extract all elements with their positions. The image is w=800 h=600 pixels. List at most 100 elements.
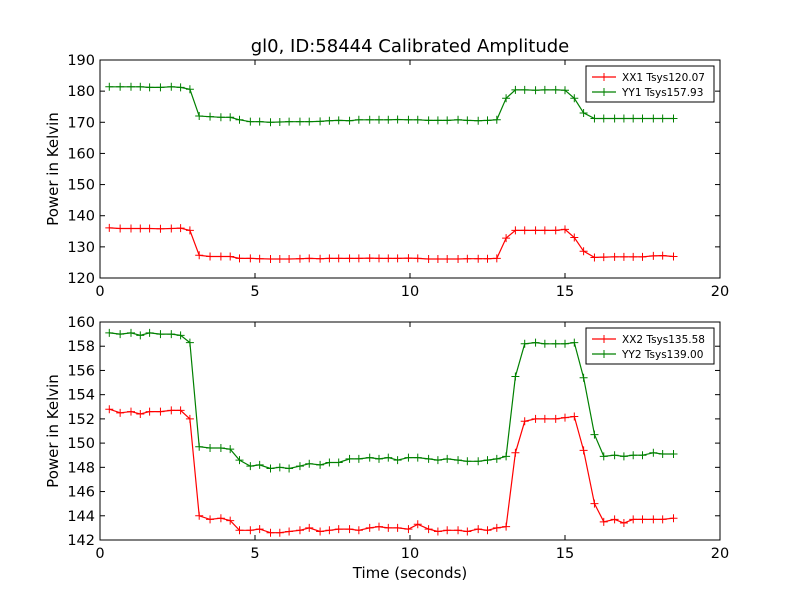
data-point-marker xyxy=(305,117,314,126)
data-point-marker xyxy=(393,115,402,124)
series-yy1 xyxy=(105,82,678,127)
data-point-marker xyxy=(384,115,393,124)
data-point-marker xyxy=(570,94,579,103)
legend-label: YY1 Tsys157.93 xyxy=(621,87,703,99)
x-tick-label: 15 xyxy=(556,284,574,300)
data-point-marker xyxy=(116,224,125,233)
data-point-marker xyxy=(325,254,334,263)
data-point-marker xyxy=(354,115,363,124)
data-point-marker xyxy=(105,405,114,414)
series-line xyxy=(109,86,674,123)
data-point-marker xyxy=(136,224,145,233)
data-point-marker xyxy=(176,83,185,92)
data-point-marker xyxy=(619,519,628,528)
data-point-marker xyxy=(295,254,304,263)
data-point-marker xyxy=(404,115,413,124)
data-point-marker xyxy=(226,113,235,122)
data-point-marker xyxy=(185,85,194,94)
data-point-marker xyxy=(463,116,472,125)
data-point-marker xyxy=(454,526,463,535)
data-point-marker xyxy=(443,255,452,264)
data-point-marker xyxy=(316,527,325,536)
data-point-marker xyxy=(649,448,658,457)
x-tick-label: 15 xyxy=(556,546,574,562)
data-point-marker xyxy=(206,112,215,121)
data-point-marker xyxy=(305,459,314,468)
data-point-marker xyxy=(492,454,501,463)
data-point-marker xyxy=(483,254,492,263)
data-point-marker xyxy=(649,114,658,123)
data-point-marker xyxy=(502,234,511,243)
data-point-marker xyxy=(424,116,433,125)
data-point-marker xyxy=(354,526,363,535)
data-point-marker xyxy=(492,115,501,124)
data-point-marker xyxy=(127,407,135,416)
data-point-marker xyxy=(235,526,244,535)
data-point-marker xyxy=(658,450,667,459)
data-point-marker xyxy=(295,117,304,126)
data-point-marker xyxy=(266,528,275,537)
data-point-marker xyxy=(295,462,304,471)
data-point-marker xyxy=(570,233,579,242)
data-point-marker xyxy=(127,224,135,233)
data-point-marker xyxy=(413,115,422,124)
data-point-marker xyxy=(483,456,492,465)
data-point-marker xyxy=(619,452,628,461)
data-point-marker xyxy=(305,254,314,263)
data-point-marker xyxy=(570,412,579,421)
data-point-marker xyxy=(266,118,275,127)
data-point-marker xyxy=(136,82,145,91)
data-point-marker xyxy=(375,454,383,463)
data-point-marker xyxy=(384,523,393,532)
data-point-marker xyxy=(599,452,608,461)
data-point-marker xyxy=(454,255,463,264)
data-point-marker xyxy=(474,116,483,125)
data-point-marker xyxy=(206,515,215,524)
data-point-marker xyxy=(579,247,588,256)
data-point-marker xyxy=(235,115,244,124)
data-point-marker xyxy=(185,226,194,235)
y-tick-label: 160 xyxy=(67,315,95,331)
y-tick-label: 144 xyxy=(67,509,95,525)
legend-marker xyxy=(600,73,608,81)
data-point-marker xyxy=(463,527,472,536)
y-axis-label: Power in Kelvin xyxy=(44,112,62,226)
data-point-marker xyxy=(145,328,154,337)
data-point-marker xyxy=(669,514,678,523)
data-point-marker xyxy=(216,514,225,523)
data-point-marker xyxy=(345,116,354,125)
data-point-marker xyxy=(540,414,549,423)
data-point-marker xyxy=(375,254,383,263)
data-point-marker xyxy=(658,515,667,524)
data-point-marker xyxy=(424,454,433,463)
data-point-marker xyxy=(105,82,114,91)
data-point-marker xyxy=(345,254,354,263)
data-point-marker xyxy=(235,456,244,465)
y-tick-label: 120 xyxy=(67,271,95,287)
x-tick-label: 5 xyxy=(250,284,259,300)
legend: XX1 Tsys120.07 YY1 Tsys157.93 xyxy=(585,65,715,103)
data-point-marker xyxy=(551,414,560,423)
data-point-marker xyxy=(393,523,402,532)
data-point-marker xyxy=(463,254,472,263)
data-point-marker xyxy=(433,255,442,264)
x-tick-label: 10 xyxy=(401,546,419,562)
legend-marker xyxy=(600,350,608,358)
data-point-marker xyxy=(226,516,235,525)
data-point-marker xyxy=(454,456,463,465)
data-point-marker xyxy=(316,254,325,263)
data-point-marker xyxy=(195,112,204,121)
data-point-marker xyxy=(454,115,463,124)
data-point-marker xyxy=(551,226,560,235)
data-point-marker xyxy=(561,413,569,422)
data-point-marker xyxy=(365,453,374,462)
data-point-marker xyxy=(334,458,343,467)
x-tick-label: 20 xyxy=(711,284,729,300)
data-point-marker xyxy=(325,458,334,467)
data-point-marker xyxy=(404,254,413,263)
chart-title: gl0, ID:58444 Calibrated Amplitude xyxy=(251,36,570,57)
y-tick-label: 130 xyxy=(67,240,95,256)
bottom-panel: 0 5 10 15 20 142 144 146 148 150 152 154 156 158 160 Po… xyxy=(44,315,729,562)
y-tick-label: 190 xyxy=(67,53,95,69)
data-point-marker xyxy=(638,515,647,524)
